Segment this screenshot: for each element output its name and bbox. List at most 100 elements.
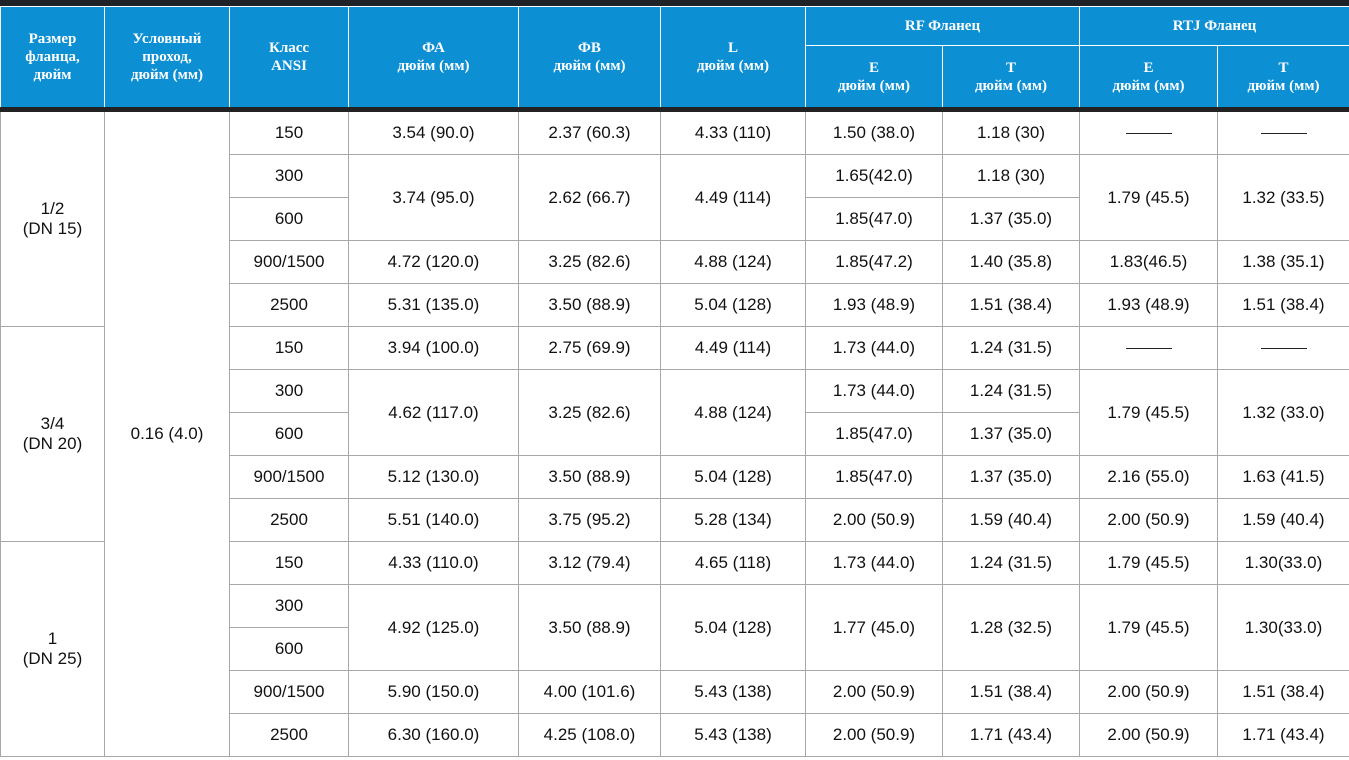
fb-cell: 2.37 (60.3) bbox=[518, 107, 661, 155]
table-row: 2500 6.30 (160.0) 4.25 (108.0) 5.43 (138… bbox=[1, 713, 1349, 757]
fa-cell: 3.54 (90.0) bbox=[348, 107, 519, 155]
header-rtj-t-line: T bbox=[1278, 59, 1289, 76]
table-row: 900/1500 5.12 (130.0) 3.50 (88.9) 5.04 (… bbox=[1, 455, 1349, 499]
fb-cell: 3.12 (79.4) bbox=[518, 541, 661, 585]
class-cell: 900/1500 bbox=[229, 455, 349, 499]
rf-e-cell: 2.00 (50.9) bbox=[805, 670, 943, 714]
fa-cell: 4.72 (120.0) bbox=[348, 240, 519, 284]
class-cell: 600 bbox=[229, 197, 349, 241]
rtj-e-cell: 1.79 (45.5) bbox=[1079, 154, 1218, 241]
class-cell: 150 bbox=[229, 326, 349, 370]
rtj-e-cell: 2.00 (50.9) bbox=[1079, 670, 1218, 714]
flange-size-cell: 1 (DN 25) bbox=[0, 541, 105, 757]
rtj-t-cell: 1.32 (33.5) bbox=[1217, 154, 1349, 241]
class-cell: 2500 bbox=[229, 713, 349, 757]
header-fb: ФВ дюйм (мм) bbox=[518, 6, 661, 110]
flange-size-cell: 3/4 (DN 20) bbox=[0, 326, 105, 542]
header-fb-line: ФВ bbox=[578, 40, 601, 56]
l-cell: 4.88 (124) bbox=[660, 240, 806, 284]
header-rtj-e: E дюйм (мм) bbox=[1079, 45, 1218, 110]
header-rtj-flange: RTJ Фланец bbox=[1079, 6, 1349, 46]
flange-dimensions-table: Размер фланца, дюйм Условный проход, дюй… bbox=[0, 6, 1349, 757]
header-rf-t-line: дюйм (мм) bbox=[974, 77, 1048, 94]
fa-cell: 5.12 (130.0) bbox=[348, 455, 519, 499]
header-rtj-e-line: дюйм (мм) bbox=[1112, 77, 1185, 94]
class-cell: 150 bbox=[229, 107, 349, 155]
class-cell: 150 bbox=[229, 541, 349, 585]
class-cell: 900/1500 bbox=[229, 240, 349, 284]
rf-t-cell: 1.40 (35.8) bbox=[942, 240, 1080, 284]
rf-e-cell: 1.73 (44.0) bbox=[805, 326, 943, 370]
header-rtj-t-line: дюйм (мм) bbox=[1247, 77, 1320, 94]
header-l: L дюйм (мм) bbox=[660, 6, 806, 110]
fa-cell: 5.90 (150.0) bbox=[348, 670, 519, 714]
header-flange-size: Размер фланца, дюйм bbox=[0, 6, 105, 110]
fa-cell: 6.30 (160.0) bbox=[348, 713, 519, 757]
header-flange-size-line: Размер bbox=[28, 31, 77, 47]
flange-size-value: 3/4 bbox=[40, 414, 65, 433]
rf-t-cell: 1.59 (40.4) bbox=[942, 498, 1080, 542]
class-cell: 600 bbox=[229, 627, 349, 671]
header-ansi-class: Класс ANSI bbox=[229, 6, 349, 110]
flange-size-dn: (DN 20) bbox=[22, 434, 83, 453]
header-fb-line: дюйм (мм) bbox=[553, 58, 626, 74]
fa-cell: 5.31 (135.0) bbox=[348, 283, 519, 327]
header-rf-t-line: T bbox=[1005, 59, 1016, 76]
fb-cell: 3.50 (88.9) bbox=[518, 584, 661, 671]
rf-e-cell: 1.85(47.0) bbox=[805, 412, 943, 456]
fa-cell: 3.94 (100.0) bbox=[348, 326, 519, 370]
rf-e-cell: 1.65(42.0) bbox=[805, 154, 943, 198]
header-fa-line: ФА bbox=[422, 40, 445, 56]
fb-cell: 2.62 (66.7) bbox=[518, 154, 661, 241]
class-cell: 900/1500 bbox=[229, 670, 349, 714]
flange-size-dn: (DN 25) bbox=[22, 649, 83, 668]
rf-t-cell: 1.28 (32.5) bbox=[942, 584, 1080, 671]
table-header: Размер фланца, дюйм Условный проход, дюй… bbox=[0, 6, 1349, 110]
top-border-bar bbox=[0, 0, 1349, 6]
rf-t-cell: 1.18 (30) bbox=[942, 107, 1080, 155]
fb-cell: 4.25 (108.0) bbox=[518, 713, 661, 757]
fa-cell: 4.62 (117.0) bbox=[348, 369, 519, 456]
header-rtj-e-line: E bbox=[1143, 59, 1154, 76]
rtj-t-cell: 1.51 (38.4) bbox=[1217, 283, 1349, 327]
header-flange-size-line: дюйм bbox=[33, 67, 72, 83]
rf-e-cell: 1.85(47.0) bbox=[805, 455, 943, 499]
l-cell: 5.04 (128) bbox=[660, 455, 806, 499]
l-cell: 5.04 (128) bbox=[660, 283, 806, 327]
class-cell: 300 bbox=[229, 369, 349, 413]
table-row: 1/2 (DN 15) 0.16 (4.0) 150 3.54 (90.0) 2… bbox=[0, 107, 1349, 757]
header-nominal-bore: Условный проход, дюйм (мм) bbox=[104, 6, 230, 110]
header-ansi-class-line: ANSI bbox=[271, 58, 307, 74]
rtj-t-cell: 1.51 (38.4) bbox=[1217, 670, 1349, 714]
l-cell: 4.88 (124) bbox=[660, 369, 806, 456]
fb-cell: 3.50 (88.9) bbox=[518, 455, 661, 499]
fb-cell: 4.00 (101.6) bbox=[518, 670, 661, 714]
class-cell: 600 bbox=[229, 412, 349, 456]
rf-t-cell: 1.18 (30) bbox=[942, 154, 1080, 198]
header-nominal-bore-line: Условный bbox=[132, 31, 202, 47]
header-rf-flange: RF Фланец bbox=[805, 6, 1080, 46]
rf-e-cell: 1.85(47.0) bbox=[805, 197, 943, 241]
rtj-e-cell: 1.83(46.5) bbox=[1079, 240, 1218, 284]
rf-t-cell: 1.71 (43.4) bbox=[942, 713, 1080, 757]
rtj-e-cell: 1.79 (45.5) bbox=[1079, 584, 1218, 671]
rtj-t-cell: 1.30(33.0) bbox=[1217, 541, 1349, 585]
rtj-t-empty-dash bbox=[1217, 107, 1349, 155]
fa-cell: 3.74 (95.0) bbox=[348, 154, 519, 241]
l-cell: 5.43 (138) bbox=[660, 713, 806, 757]
flange-size-dn: (DN 15) bbox=[22, 219, 83, 238]
table-body: 1/2 (DN 15) 0.16 (4.0) 150 3.54 (90.0) 2… bbox=[0, 107, 1349, 757]
table-row: 600 1.85(47.0) 1.37 (35.0) bbox=[1, 197, 1349, 241]
rf-e-cell: 1.73 (44.0) bbox=[805, 369, 943, 413]
rf-t-cell: 1.51 (38.4) bbox=[942, 670, 1080, 714]
header-rf-e-line: дюйм (мм) bbox=[837, 77, 911, 94]
header-nominal-bore-line: проход, bbox=[142, 49, 192, 65]
header-flange-size-line: фланца, bbox=[25, 49, 80, 65]
fb-cell: 3.25 (82.6) bbox=[518, 369, 661, 456]
fb-cell: 3.25 (82.6) bbox=[518, 240, 661, 284]
rtj-t-cell: 1.30(33.0) bbox=[1217, 584, 1349, 671]
table-row: 300 4.62 (117.0) 3.25 (82.6) 4.88 (124) … bbox=[1, 369, 1349, 456]
rtj-e-cell: 1.79 (45.5) bbox=[1079, 541, 1218, 585]
rf-t-cell: 1.24 (31.5) bbox=[942, 326, 1080, 370]
fa-cell: 5.51 (140.0) bbox=[348, 498, 519, 542]
